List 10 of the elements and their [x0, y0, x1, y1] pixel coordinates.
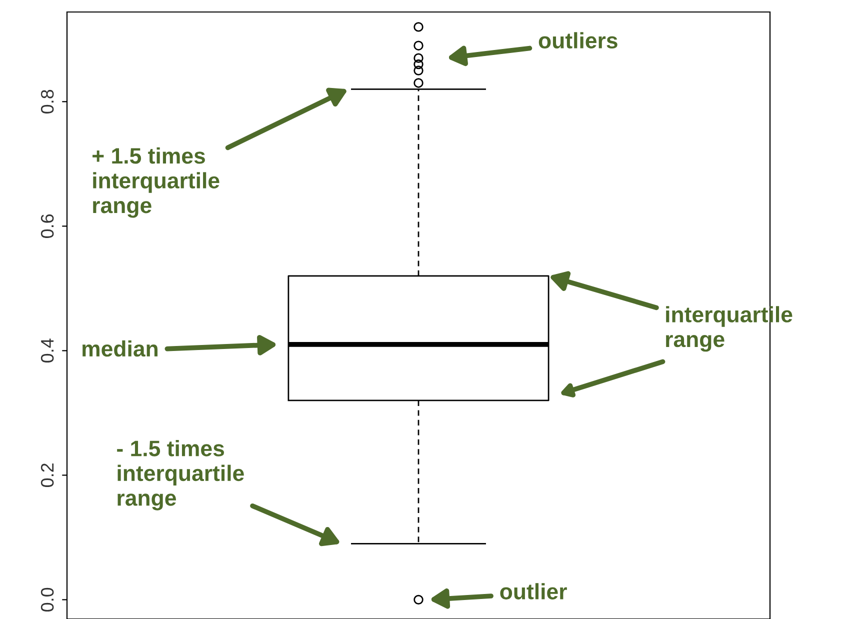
y-tick-label: 0.4: [40, 338, 54, 363]
y-tick-label: 0.6: [40, 214, 54, 238]
annotation: - 1.5 times interquartile range: [117, 440, 244, 510]
annotation: + 1.5 times interquartile range: [92, 147, 220, 218]
y-tick-label: 0.2: [40, 464, 54, 488]
y-tick-label: 0.0: [40, 588, 54, 612]
y-tick-label: 0.8: [40, 90, 54, 114]
annotation: outlier: [500, 583, 567, 600]
annotation: median: [82, 340, 158, 357]
annotation: outliers: [538, 32, 618, 48]
